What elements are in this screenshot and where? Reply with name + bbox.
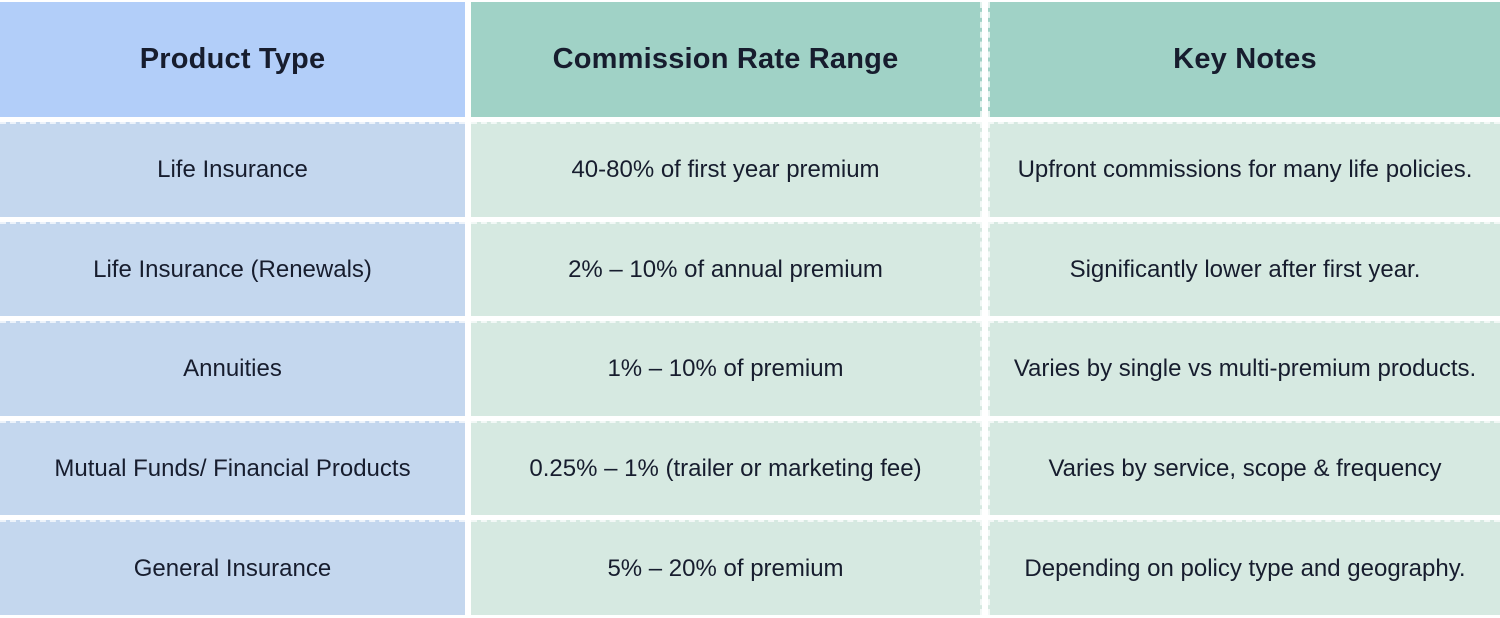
row1-product-cell: Life Insurance (0, 122, 465, 217)
column-header-key-notes: Key Notes (988, 2, 1500, 117)
row3-product-cell: Annuities (0, 321, 465, 416)
row4-rate-cell: 0.25% – 1% (trailer or marketing fee) (471, 420, 982, 516)
row3-notes-cell: Varies by single vs multi-premium produc… (988, 321, 1500, 416)
column-header-product-type: Product Type (0, 2, 465, 117)
row5-product-cell: General Insurance (0, 520, 465, 615)
row4-notes-cell: Varies by service, scope & frequency (988, 420, 1500, 516)
row5-rate-cell: 5% – 20% of premium (471, 520, 982, 615)
row2-notes-cell: Significantly lower after first year. (988, 221, 1500, 317)
row2-rate-cell: 2% – 10% of annual premium (471, 221, 982, 317)
row3-rate-cell: 1% – 10% of premium (471, 321, 982, 416)
row4-product-cell: Mutual Funds/ Financial Products (0, 420, 465, 516)
column-header-commission-rate-range: Commission Rate Range (471, 2, 982, 117)
row1-notes-cell: Upfront commissions for many life polici… (988, 122, 1500, 217)
row5-notes-cell: Depending on policy type and geography. (988, 520, 1500, 615)
row2-product-cell: Life Insurance (Renewals) (0, 221, 465, 317)
row1-rate-cell: 40-80% of first year premium (471, 122, 982, 217)
